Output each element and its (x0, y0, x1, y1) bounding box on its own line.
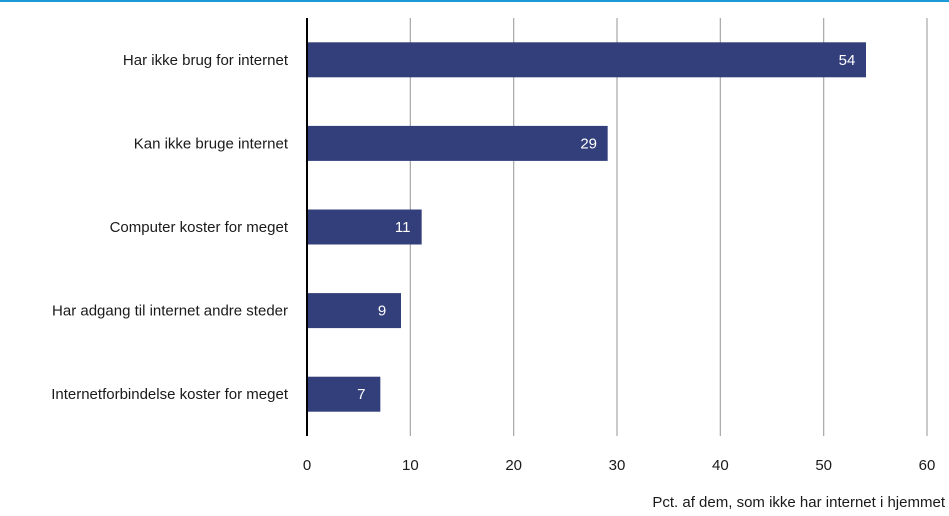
data-label-3: 11 (395, 219, 411, 236)
bar-3 (308, 209, 422, 245)
top-accent-line (0, 0, 949, 2)
x-tick-labels: 0 10 20 30 40 50 60 (303, 457, 936, 474)
category-label-5: Internetforbindelse koster for meget (51, 386, 289, 403)
x-tick-label-0: 0 (303, 457, 311, 474)
category-label-1: Har ikke brug for internet (123, 52, 289, 69)
bar-4 (308, 293, 401, 329)
grid-lines (409, 18, 928, 436)
x-tick-label-50: 50 (815, 457, 832, 474)
data-label-5: 7 (357, 386, 365, 403)
bar-5 (308, 376, 381, 412)
data-label-1: 54 (839, 52, 856, 69)
x-tick-label-30: 30 (609, 457, 626, 474)
x-tick-label-10: 10 (402, 457, 419, 474)
category-label-4: Har adgang til internet andre steder (52, 303, 288, 320)
x-tick-label-20: 20 (505, 457, 522, 474)
x-tick-label-60: 60 (919, 457, 936, 474)
bar-2 (308, 125, 608, 161)
data-labels: 54 29 11 9 7 (357, 52, 855, 403)
category-labels: Har ikke brug for internet Kan ikke bruge… (51, 52, 289, 403)
bars (308, 42, 866, 412)
category-label-2: Kan ikke bruge internet (134, 135, 289, 152)
category-label-3: Computer koster for meget (110, 219, 289, 236)
x-tick-label-40: 40 (712, 457, 729, 474)
data-label-4: 9 (378, 303, 386, 320)
x-axis-label: Pct. af dem, som ikke har internet i hje… (652, 494, 945, 511)
data-label-2: 29 (580, 135, 597, 152)
bar-1 (308, 42, 866, 78)
